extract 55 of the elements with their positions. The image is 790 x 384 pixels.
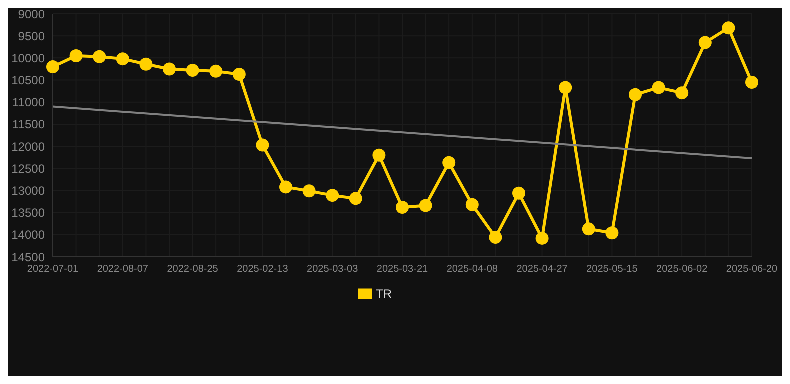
- point: [606, 226, 619, 240]
- point: [419, 199, 432, 212]
- x-tick-label: 2025-02-13: [237, 264, 289, 276]
- x-tick-label: 2025-05-15: [586, 264, 638, 276]
- point: [93, 50, 106, 64]
- point: [186, 64, 200, 78]
- point: [46, 60, 60, 74]
- point: [536, 232, 549, 245]
- x-tick-label: 2025-03-03: [307, 264, 359, 276]
- point: [70, 49, 83, 62]
- point: [489, 231, 502, 244]
- point: [746, 76, 758, 89]
- point: [349, 192, 362, 206]
- point: [466, 198, 479, 212]
- point: [302, 184, 316, 198]
- x-tick-label: 2025-03-21: [376, 264, 429, 276]
- y-tick-label: 13500: [12, 206, 46, 220]
- y-tick-label: 10500: [12, 74, 46, 88]
- y-tick-label: 14500: [12, 250, 46, 264]
- x-tick-label: 2022-08-25: [167, 264, 219, 276]
- y-tick-label: 10000: [12, 51, 46, 66]
- point: [559, 81, 572, 94]
- x-tick-label: 2025-06-20: [726, 264, 778, 276]
- point: [652, 81, 666, 94]
- point: [163, 62, 176, 76]
- y-tick-label: 9000: [18, 7, 46, 22]
- x-tick-label: 2025-06-02: [656, 264, 708, 276]
- y-tick-label: 14000: [12, 228, 46, 242]
- y-tick-label: 13000: [12, 184, 46, 198]
- y-tick-label: 11500: [12, 118, 46, 132]
- y-tick-label: 9500: [18, 29, 46, 44]
- point: [582, 222, 596, 236]
- point: [210, 64, 223, 78]
- point: [116, 52, 130, 66]
- point: [326, 189, 340, 202]
- y-tick-label: 12500: [12, 162, 46, 176]
- y-tick-label: 12000: [12, 140, 46, 154]
- point: [442, 156, 456, 170]
- x-tick-label: 2025-04-27: [516, 264, 568, 276]
- point: [629, 88, 642, 102]
- point: [512, 186, 526, 200]
- point: [676, 86, 689, 100]
- point: [722, 22, 736, 35]
- legend-label: TR: [376, 287, 392, 301]
- point: [372, 148, 386, 162]
- point: [396, 201, 409, 214]
- point: [232, 68, 246, 82]
- x-tick-label: 2022-08-07: [97, 264, 149, 276]
- x-tick-label: 2025-04-08: [446, 264, 498, 276]
- x-tick-label: 2022-07-01: [27, 264, 80, 276]
- point: [280, 180, 292, 194]
- point: [256, 138, 270, 152]
- point: [140, 58, 153, 71]
- point: [698, 36, 712, 50]
- y-tick-label: 11000: [12, 96, 46, 110]
